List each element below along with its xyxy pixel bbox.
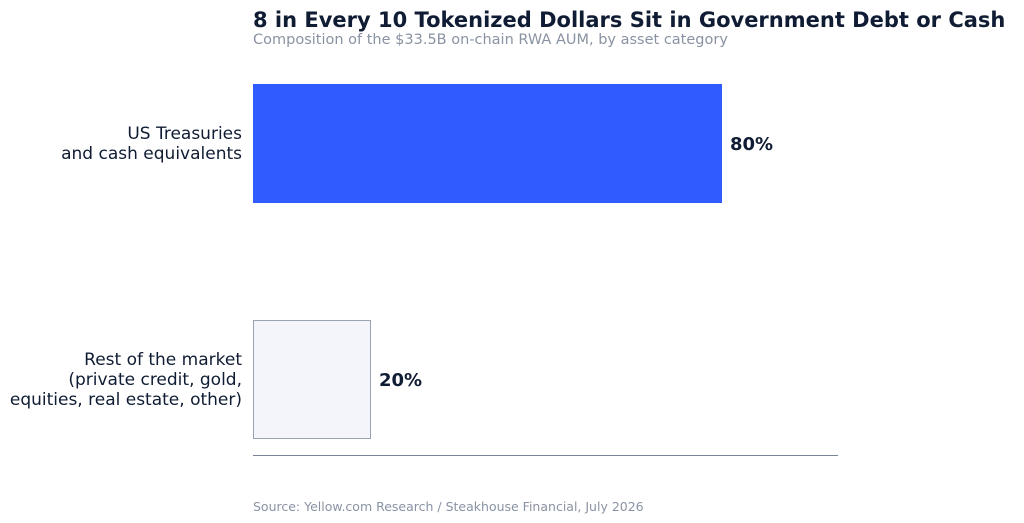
- chart-subtitle: Composition of the $33.5B on-chain RWA A…: [253, 32, 728, 48]
- bar-1: [253, 84, 722, 203]
- category-label-line: US Treasuries: [127, 124, 242, 144]
- category-label-1: US Treasuries and cash equivalents: [61, 124, 242, 164]
- source-note: Source: Yellow.com Research / Steakhouse…: [253, 499, 644, 514]
- chart-title: 8 in Every 10 Tokenized Dollars Sit in G…: [253, 8, 1005, 32]
- category-label-line: equities, real estate, other): [10, 390, 242, 410]
- category-label-line: (private credit, gold,: [68, 370, 242, 390]
- category-label-2: Rest of the market (private credit, gold,…: [10, 350, 242, 410]
- category-label-line: and cash equivalents: [61, 144, 242, 164]
- bar-2: [253, 320, 371, 439]
- value-label-1: 80%: [730, 134, 773, 155]
- bars-group: 80% US Treasuries and cash equivalents 20% R…: [10, 84, 773, 439]
- value-label-2: 20%: [379, 370, 422, 391]
- category-label-line: Rest of the market: [84, 350, 242, 370]
